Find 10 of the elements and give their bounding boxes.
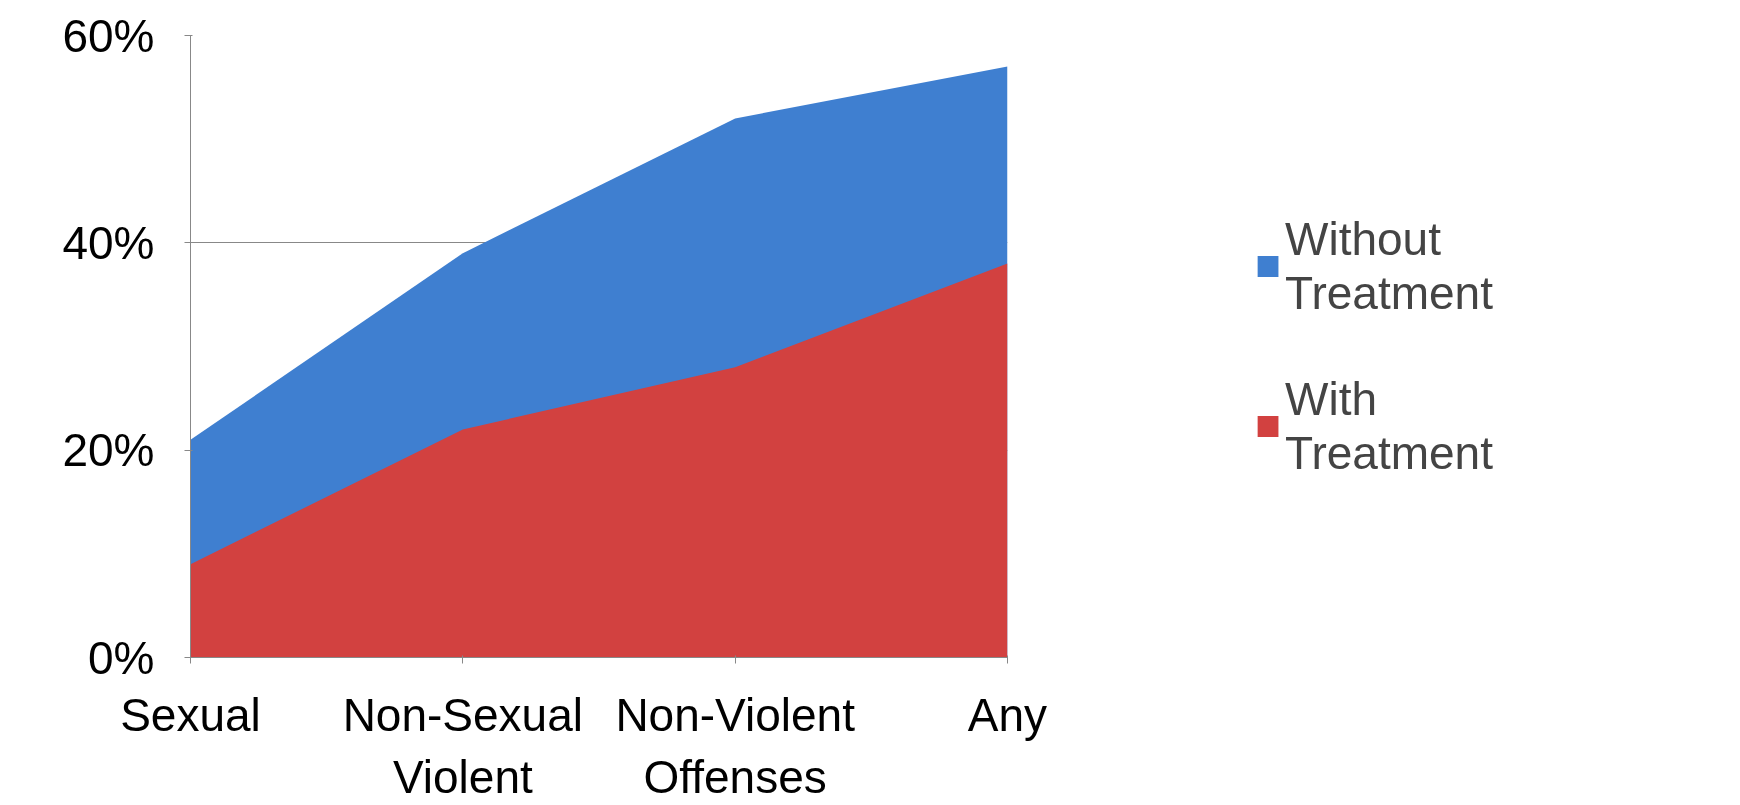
x-tick-label: Non-Sexual Violent [342, 688, 584, 803]
legend-label: Without Treatment [1285, 212, 1493, 321]
y-tick-label: 60% [62, 9, 155, 62]
x-tick-label: Any [967, 688, 1048, 741]
legend-label: With Treatment [1285, 372, 1493, 481]
y-tick-label: 40% [62, 216, 155, 269]
y-tick-label: 20% [62, 424, 155, 477]
x-tick-label: Sexual [120, 688, 261, 741]
x-tick-label: Non-Violent Offenses [615, 688, 856, 803]
y-tick-label: 0% [88, 631, 155, 684]
